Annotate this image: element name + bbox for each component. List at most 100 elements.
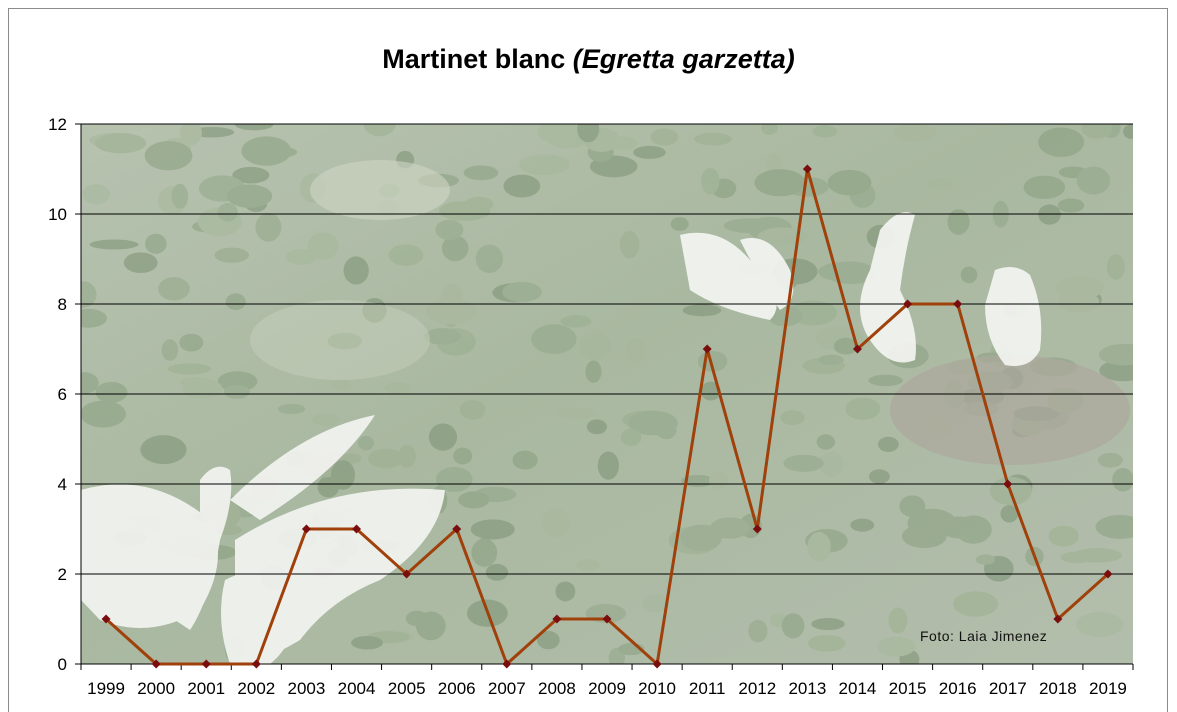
leaf-texture — [441, 235, 469, 262]
leaf-texture — [415, 611, 446, 641]
leaf-texture — [868, 374, 903, 387]
leaf-texture — [453, 447, 473, 465]
leaf-texture — [518, 154, 570, 176]
x-tick-label: 2006 — [438, 679, 476, 698]
leaf-texture — [332, 378, 352, 392]
leaf-texture — [343, 256, 369, 285]
leaf-texture — [81, 400, 127, 428]
data-point — [301, 524, 311, 534]
leaf-texture — [368, 448, 404, 469]
leaf-texture — [576, 559, 600, 571]
data-point — [752, 524, 762, 534]
leaf-texture — [123, 252, 158, 273]
leaf-texture — [708, 472, 729, 490]
data-point — [1103, 569, 1113, 579]
leaf-texture — [179, 333, 204, 352]
leaf-texture — [833, 337, 859, 355]
leaf-texture — [723, 218, 775, 234]
leaf-texture — [255, 212, 282, 242]
leaf-texture — [1123, 124, 1133, 139]
leaf-texture — [249, 145, 298, 159]
leaf-texture — [893, 124, 938, 142]
x-tick-label: 1999 — [87, 679, 125, 698]
leaf-texture — [471, 538, 498, 567]
data-point — [251, 659, 261, 669]
leaf-texture — [428, 423, 458, 451]
leaf-texture — [811, 618, 845, 631]
leaf-texture — [424, 328, 461, 345]
y-tick-label: 4 — [58, 475, 67, 494]
leaf-texture — [435, 466, 473, 492]
leaf-texture — [953, 591, 999, 617]
series-markers — [101, 164, 1113, 669]
leaf-texture — [620, 428, 642, 447]
leaf-texture — [1081, 124, 1113, 139]
leaf-texture — [818, 354, 844, 366]
leaf-texture — [909, 509, 927, 533]
x-tick-label: 2010 — [638, 679, 676, 698]
leaf-texture — [845, 397, 881, 420]
leaf-texture — [818, 261, 870, 282]
leaf-texture — [1048, 525, 1079, 547]
y-tick-label: 0 — [58, 655, 67, 674]
background-photo — [81, 124, 1133, 664]
y-tick-label: 6 — [58, 385, 67, 404]
leaf-texture — [351, 635, 383, 650]
x-tick-label: 2011 — [689, 679, 726, 698]
leaf-texture — [807, 532, 831, 562]
leaf-texture — [1097, 452, 1123, 468]
x-tick-label: 2013 — [788, 679, 826, 698]
leaf-texture — [560, 315, 592, 328]
leaf-texture — [94, 132, 147, 154]
chart-title: Martinet blanc (Egretta garzetta) — [382, 44, 795, 74]
x-tick-label: 2015 — [889, 679, 927, 698]
leaf-texture — [537, 124, 555, 141]
leaf-texture — [597, 451, 619, 480]
leaf-texture — [311, 412, 340, 426]
leaf-texture — [619, 230, 640, 259]
leaf-texture — [748, 619, 768, 643]
leaf-texture — [1106, 254, 1125, 280]
leaf-texture — [81, 308, 107, 328]
leaf-texture — [1000, 505, 1019, 523]
leaf-texture — [145, 233, 167, 254]
data-point — [502, 659, 512, 669]
leaf-texture — [475, 244, 503, 274]
leaf-texture — [234, 124, 274, 131]
leaf-texture — [536, 630, 560, 650]
data-point — [602, 614, 612, 624]
y-tick-label: 8 — [58, 295, 67, 314]
x-tick-label: 2009 — [588, 679, 626, 698]
data-point — [903, 299, 913, 309]
leaf-texture — [701, 167, 720, 195]
leaf-texture — [171, 183, 189, 209]
leaf-texture — [330, 460, 356, 490]
egret-shape — [680, 212, 1042, 366]
leaf-texture — [975, 554, 996, 565]
x-tick-label: 2007 — [488, 679, 526, 698]
leaf-texture — [827, 169, 872, 196]
leaf-texture — [626, 337, 647, 366]
leaf-texture — [277, 403, 306, 415]
leaf-texture — [226, 184, 273, 208]
leaf-texture — [694, 132, 732, 146]
data-point — [452, 524, 462, 534]
leaf-texture — [556, 407, 598, 420]
x-tick-label: 2000 — [137, 679, 175, 698]
data-point — [151, 659, 161, 669]
x-tick-label: 2003 — [288, 679, 326, 698]
leaf-texture — [767, 305, 803, 327]
leaf-texture — [586, 419, 607, 435]
leaf-texture — [384, 382, 411, 394]
x-tick-label: 2005 — [388, 679, 426, 698]
leaf-texture — [812, 125, 838, 138]
y-axis-ticks: 0 2 4 6 8 10 12 — [48, 115, 81, 674]
data-point — [402, 569, 412, 579]
leaf-texture — [285, 248, 317, 265]
leaf-texture — [781, 613, 805, 639]
leaf-texture — [459, 399, 486, 420]
leaf-texture — [438, 201, 491, 221]
leaf-texture — [232, 166, 270, 184]
leaf-texture — [1076, 166, 1111, 195]
